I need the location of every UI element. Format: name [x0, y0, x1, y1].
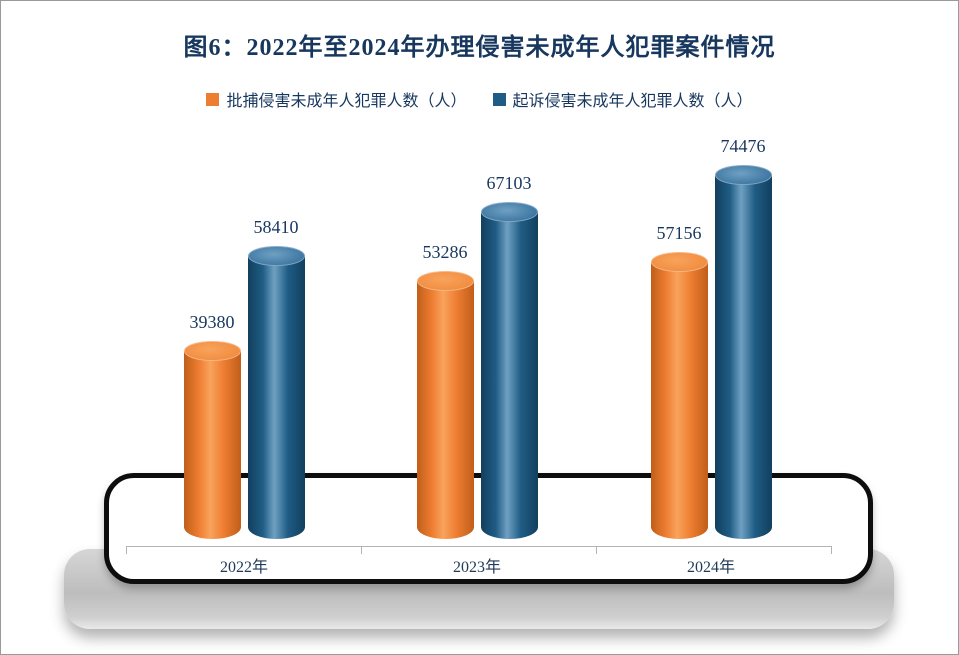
bar-top-ellipse	[416, 271, 474, 291]
bar-top-ellipse	[480, 202, 538, 222]
axis-tick	[126, 546, 127, 554]
chart-title: 图6：2022年至2024年办理侵害未成年人犯罪案件情况	[183, 35, 776, 61]
legend-item: 起诉侵害未成年人犯罪人数（人）	[492, 87, 753, 111]
axis-tick	[596, 546, 597, 554]
legend-swatch-icon	[492, 92, 506, 106]
axis-tick	[361, 546, 362, 554]
stage-panel	[104, 473, 873, 584]
value-label: 58410	[253, 217, 299, 237]
x-axis-line	[126, 546, 832, 554]
bar-top-ellipse	[183, 341, 241, 361]
axis-tick	[831, 546, 832, 554]
legend: 批捕侵害未成年人犯罪人数（人） 起诉侵害未成年人犯罪人数（人）	[1, 87, 958, 111]
value-label: 74476	[720, 136, 766, 156]
legend-label: 批捕侵害未成年人犯罪人数（人）	[226, 93, 467, 110]
legend-item: 批捕侵害未成年人犯罪人数（人）	[206, 87, 467, 111]
value-label: 39380	[189, 312, 235, 332]
value-label: 57156	[656, 223, 702, 243]
bar-top-ellipse	[247, 246, 305, 266]
bar-top-ellipse	[650, 252, 708, 272]
bar-top-ellipse	[714, 165, 772, 185]
value-label: 53286	[422, 242, 468, 262]
value-label: 67103	[486, 173, 532, 193]
legend-swatch-icon	[206, 92, 220, 106]
legend-label: 起诉侵害未成年人犯罪人数（人）	[512, 93, 753, 110]
